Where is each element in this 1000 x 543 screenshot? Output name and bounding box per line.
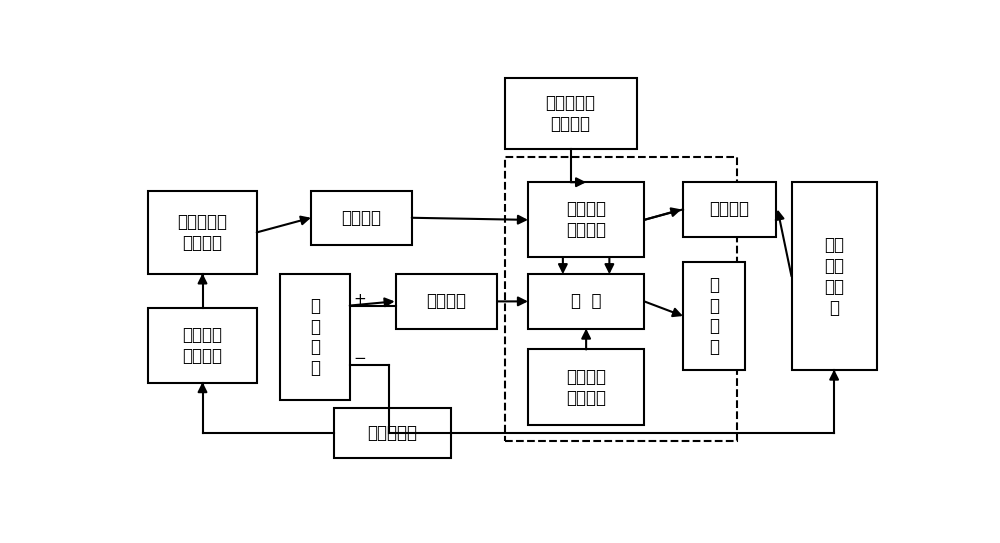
Text: 同步推力脉
冲发生器: 同步推力脉 冲发生器 [178, 213, 228, 252]
Text: 电流电压
检测模块: 电流电压 检测模块 [182, 326, 222, 365]
Text: 焊
接
电
源: 焊 接 电 源 [310, 296, 320, 377]
Bar [528, 274, 644, 329]
Bar [148, 191, 257, 274]
Text: 推力磁场
发生装置: 推力磁场 发生装置 [566, 200, 606, 239]
Bar [528, 350, 644, 425]
Text: 横向磁场
发生装置: 横向磁场 发生装置 [566, 368, 606, 407]
Text: 霍尔传感器: 霍尔传感器 [367, 424, 417, 442]
Bar [311, 191, 412, 245]
Bar [683, 182, 776, 237]
Text: 待
焊
工
件: 待 焊 工 件 [709, 276, 719, 356]
Text: 功放电路: 功放电路 [341, 209, 381, 227]
Bar [528, 182, 644, 257]
Bar [792, 182, 877, 370]
Bar [148, 308, 257, 383]
Text: 焊  枪: 焊 枪 [571, 292, 601, 311]
Bar [505, 78, 637, 149]
Bar [280, 274, 350, 400]
Text: −: − [354, 351, 366, 366]
Bar [334, 408, 450, 458]
Text: +: + [354, 292, 366, 307]
Bar [505, 157, 737, 441]
Text: 跟踪
系统
控制
器: 跟踪 系统 控制 器 [824, 236, 844, 317]
Text: 送丝机构: 送丝机构 [427, 292, 467, 311]
Text: 立焊电弧跟
踪传感器: 立焊电弧跟 踪传感器 [546, 94, 596, 132]
Text: 执行机构: 执行机构 [710, 200, 750, 218]
Bar [396, 274, 497, 329]
Bar [683, 262, 745, 370]
